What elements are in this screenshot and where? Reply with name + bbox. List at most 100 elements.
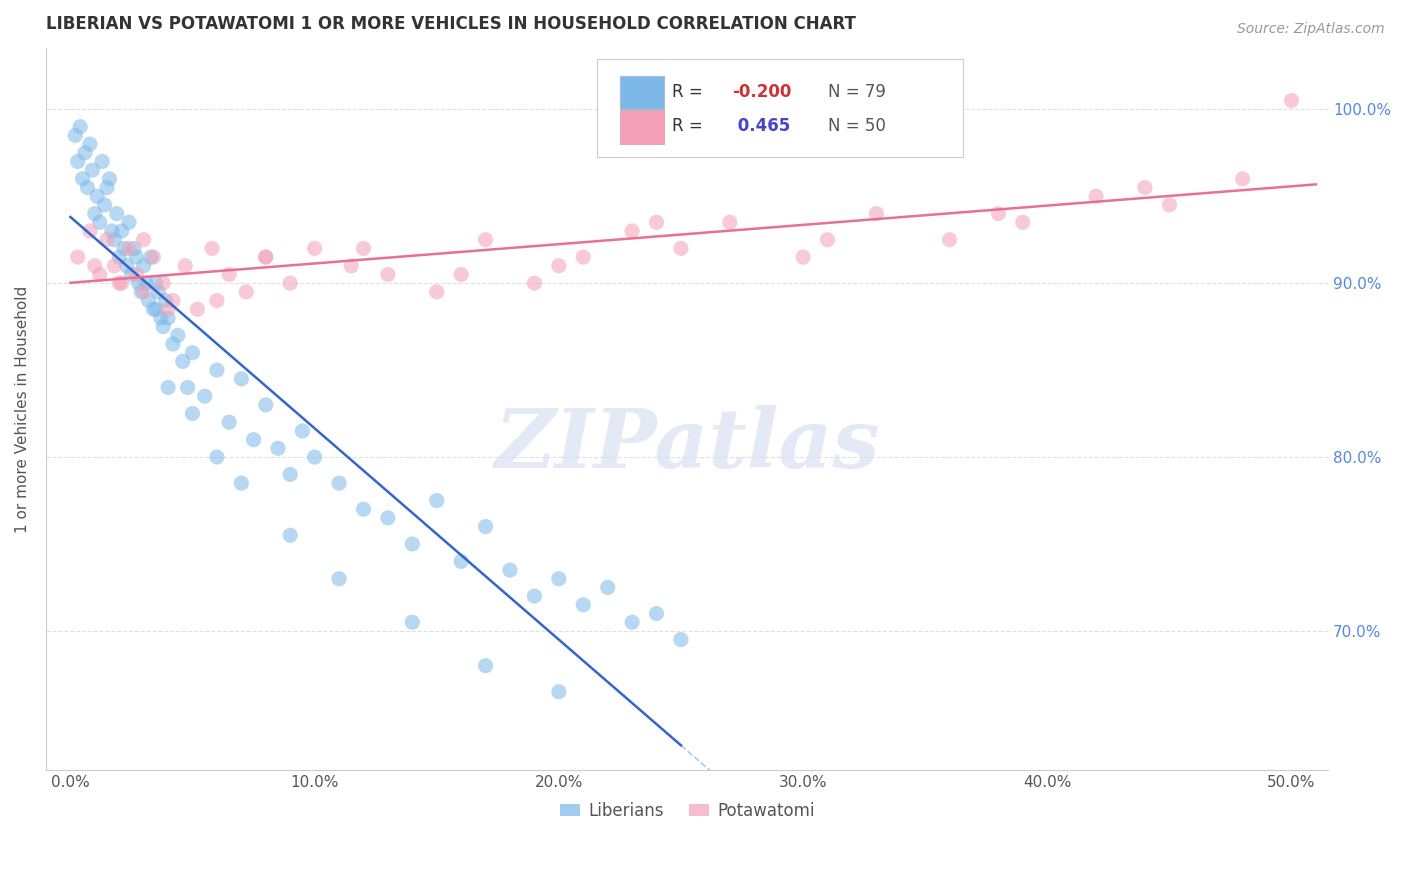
- Point: [278, 276, 301, 290]
- Point: [278, 467, 301, 482]
- Point: [128, 276, 150, 290]
- Point: [499, 563, 522, 577]
- Point: [645, 607, 668, 621]
- Legend: Liberians, Potawatomi: Liberians, Potawatomi: [553, 796, 821, 827]
- Point: [218, 415, 240, 429]
- Text: Source: ZipAtlas.com: Source: ZipAtlas.com: [1237, 22, 1385, 37]
- Point: [65, 128, 87, 143]
- Point: [76, 180, 98, 194]
- Point: [155, 293, 177, 308]
- Point: [218, 268, 240, 282]
- Point: [138, 293, 160, 308]
- Point: [231, 372, 253, 386]
- Point: [132, 233, 155, 247]
- Point: [718, 215, 741, 229]
- Point: [242, 433, 264, 447]
- Point: [621, 224, 644, 238]
- Point: [669, 632, 692, 647]
- Point: [132, 259, 155, 273]
- Point: [278, 528, 301, 542]
- Point: [132, 285, 155, 299]
- Point: [103, 233, 125, 247]
- Point: [66, 250, 89, 264]
- Point: [172, 354, 194, 368]
- Point: [162, 337, 184, 351]
- Point: [112, 241, 135, 255]
- Point: [181, 407, 204, 421]
- Point: [149, 310, 172, 325]
- Point: [125, 268, 148, 282]
- Point: [205, 363, 228, 377]
- Point: [98, 171, 121, 186]
- Point: [181, 345, 204, 359]
- FancyBboxPatch shape: [620, 76, 664, 109]
- Point: [547, 572, 569, 586]
- Point: [377, 511, 399, 525]
- Point: [1232, 171, 1254, 186]
- Point: [474, 658, 496, 673]
- Text: 0.465: 0.465: [733, 118, 790, 136]
- Point: [166, 328, 188, 343]
- Point: [157, 310, 180, 325]
- Point: [91, 154, 114, 169]
- Point: [987, 206, 1010, 220]
- Point: [82, 163, 104, 178]
- FancyBboxPatch shape: [620, 111, 664, 144]
- Point: [89, 215, 111, 229]
- Point: [304, 241, 326, 255]
- Point: [377, 268, 399, 282]
- Point: [152, 276, 174, 290]
- Point: [139, 250, 162, 264]
- Point: [194, 389, 217, 403]
- Point: [69, 120, 91, 134]
- Point: [792, 250, 814, 264]
- Point: [176, 380, 198, 394]
- Point: [1011, 215, 1033, 229]
- Point: [291, 424, 314, 438]
- Point: [103, 259, 125, 273]
- Text: LIBERIAN VS POTAWATOMI 1 OR MORE VEHICLES IN HOUSEHOLD CORRELATION CHART: LIBERIAN VS POTAWATOMI 1 OR MORE VEHICLE…: [46, 15, 856, 33]
- Point: [254, 250, 277, 264]
- Point: [304, 450, 326, 464]
- Point: [96, 180, 118, 194]
- Point: [118, 215, 141, 229]
- Point: [621, 615, 644, 630]
- Point: [645, 215, 668, 229]
- Point: [1085, 189, 1108, 203]
- Point: [340, 259, 363, 273]
- Point: [523, 276, 546, 290]
- Point: [66, 154, 89, 169]
- Point: [450, 554, 472, 568]
- Point: [572, 250, 595, 264]
- Point: [328, 572, 350, 586]
- Point: [125, 250, 148, 264]
- Point: [142, 250, 165, 264]
- Point: [572, 598, 595, 612]
- Point: [83, 206, 105, 220]
- Point: [474, 519, 496, 533]
- Point: [426, 493, 449, 508]
- Point: [328, 476, 350, 491]
- Point: [93, 198, 115, 212]
- Point: [129, 285, 152, 299]
- Text: N = 50: N = 50: [828, 118, 886, 136]
- Point: [157, 380, 180, 394]
- Point: [547, 259, 569, 273]
- Point: [135, 276, 157, 290]
- Point: [1281, 94, 1303, 108]
- Point: [596, 581, 619, 595]
- Point: [254, 250, 277, 264]
- Point: [101, 224, 124, 238]
- Point: [669, 241, 692, 255]
- Text: N = 79: N = 79: [828, 83, 886, 101]
- Point: [205, 293, 228, 308]
- Point: [201, 241, 224, 255]
- Point: [108, 276, 131, 290]
- Point: [547, 685, 569, 699]
- Point: [523, 589, 546, 603]
- Point: [267, 442, 290, 456]
- Point: [152, 319, 174, 334]
- Point: [79, 224, 101, 238]
- Point: [89, 268, 111, 282]
- Point: [426, 285, 449, 299]
